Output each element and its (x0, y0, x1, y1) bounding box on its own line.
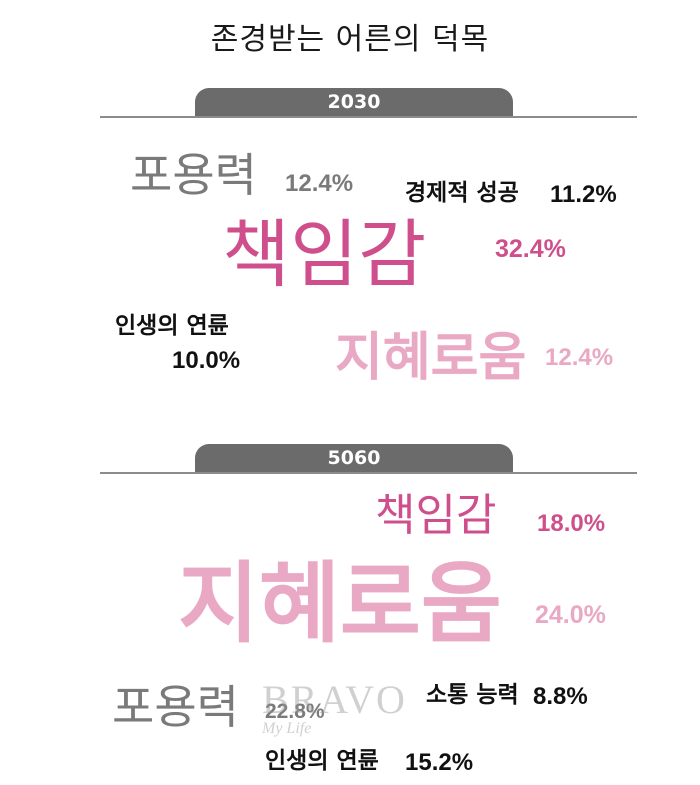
section-divider-2030 (100, 116, 637, 118)
word-2030-economic-success: 경제적 성공 (405, 180, 519, 206)
pct-2030-life-experience: 10.0% (172, 347, 241, 374)
section-label-2030: 2030 (195, 88, 513, 116)
word-2030-life-experience: 인생의 연륜 (115, 313, 229, 339)
pct-2030-economic-success: 11.2% (550, 181, 617, 208)
pct-2030-inclusiveness: 12.4% (285, 170, 354, 197)
word-5060-life-experience: 인생의 연륜 (265, 748, 379, 774)
word-2030-wisdom: 지혜로움 (335, 328, 527, 388)
section-divider-5060 (100, 472, 637, 474)
chart-title: 존경받는 어른의 덕목 (210, 22, 490, 57)
section-label-5060: 5060 (195, 444, 513, 472)
pct-5060-inclusiveness: 22.8% (265, 700, 325, 723)
pct-5060-life-experience: 15.2% (405, 749, 474, 776)
pct-2030-responsibility: 32.4% (495, 235, 566, 263)
pct-2030-wisdom: 12.4% (545, 344, 614, 371)
word-2030-responsibility: 책임감 (222, 212, 427, 298)
word-5060-wisdom: 지혜로움 (178, 552, 502, 655)
word-5060-responsibility: 책임감 (375, 490, 497, 541)
pct-5060-wisdom: 24.0% (535, 601, 606, 629)
word-2030-inclusiveness: 포용력 (130, 148, 257, 202)
pct-5060-communication: 8.8% (533, 683, 588, 710)
word-5060-communication: 소통 능력 (426, 682, 519, 708)
pct-5060-responsibility: 18.0% (537, 510, 606, 537)
word-5060-inclusiveness: 포용력 (112, 680, 239, 734)
